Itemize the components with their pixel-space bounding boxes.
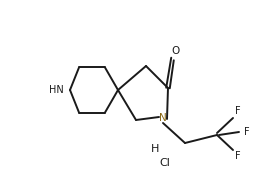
Text: O: O	[172, 46, 180, 56]
Text: F: F	[235, 151, 241, 161]
Text: F: F	[244, 127, 250, 137]
Text: N: N	[159, 113, 167, 123]
Text: Cl: Cl	[160, 158, 170, 168]
Text: H: H	[151, 144, 159, 154]
Text: HN: HN	[49, 85, 64, 95]
Text: F: F	[235, 106, 241, 116]
